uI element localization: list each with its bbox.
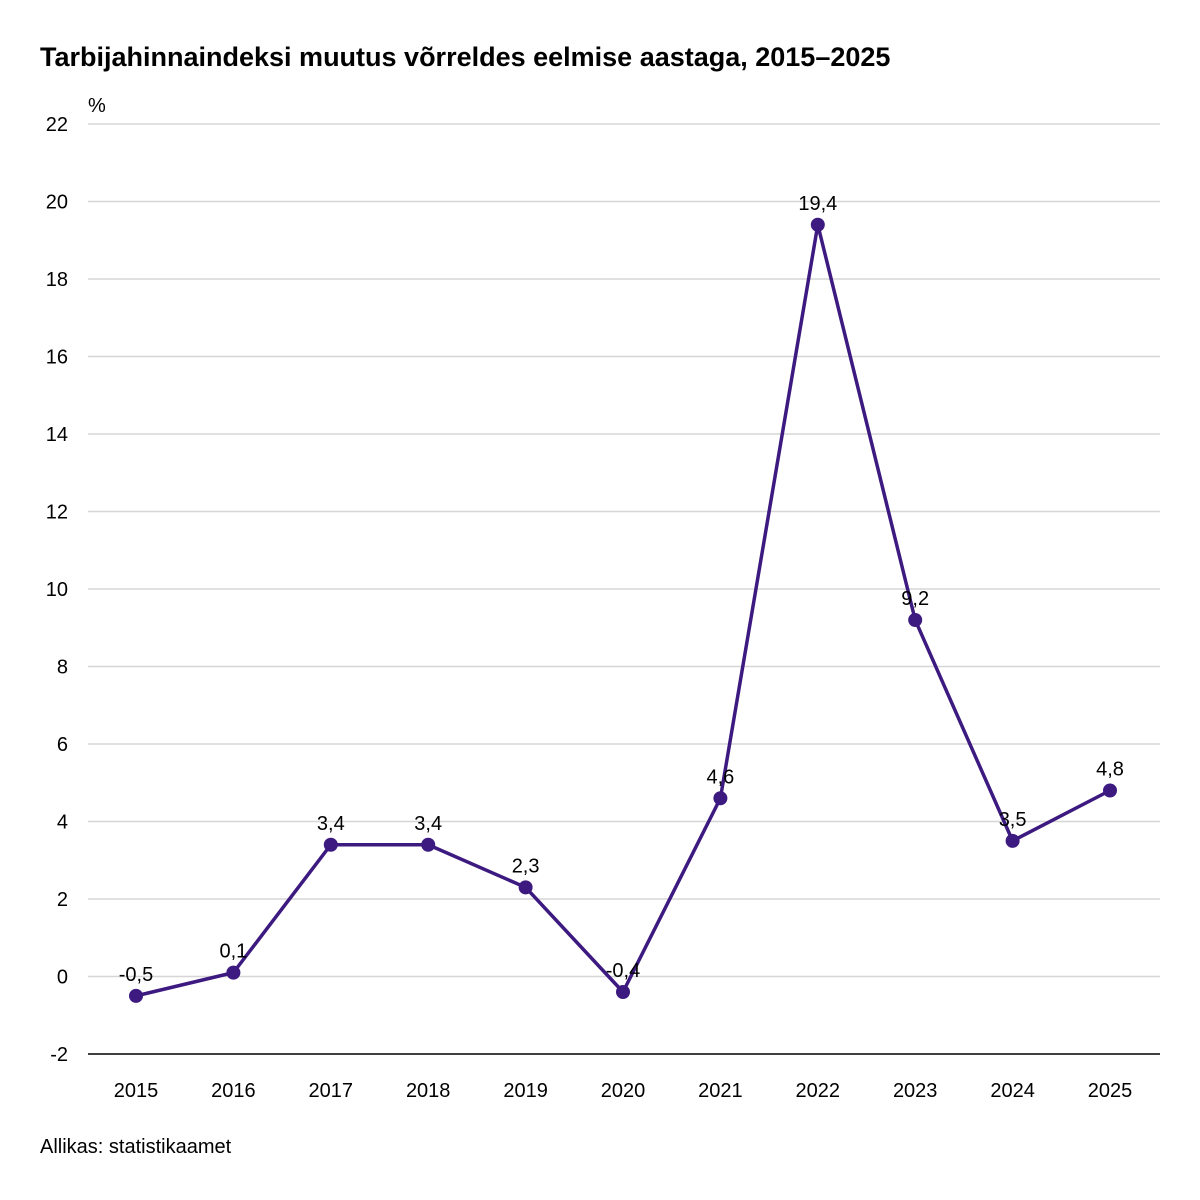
y-tick-label: 12	[46, 502, 68, 524]
data-point	[1103, 783, 1117, 798]
y-tick-label: 18	[46, 269, 68, 291]
data-label: 3,4	[414, 813, 442, 835]
x-tick-label: 2020	[601, 1080, 646, 1102]
series-line	[135, 223, 1111, 998]
data-point	[518, 880, 533, 895]
source-note: Allikas: statistikaamet	[40, 1136, 232, 1158]
data-label: -0,4	[606, 960, 640, 982]
data-point	[323, 837, 338, 852]
data-label: 2,3	[512, 855, 540, 877]
data-label: 19,4	[798, 193, 837, 215]
y-tick-label: 14	[46, 424, 68, 446]
x-tick-label: 2023	[893, 1080, 938, 1102]
data-label: 3,4	[317, 813, 345, 835]
y-axis-unit: %	[88, 95, 106, 117]
y-tick-label: 10	[46, 579, 68, 601]
x-tick-label: 2025	[1088, 1080, 1133, 1102]
data-point	[1005, 833, 1020, 848]
y-tick-label: 8	[57, 657, 68, 679]
data-point	[713, 791, 728, 806]
y-tick-label: -2	[50, 1044, 68, 1066]
x-tick-label: 2017	[309, 1080, 354, 1102]
data-point	[421, 837, 436, 852]
y-tick-label: 4	[57, 812, 68, 834]
y-tick-label: 22	[46, 114, 68, 136]
y-tick-label: 6	[57, 734, 68, 756]
data-point	[616, 985, 630, 999]
x-tick-label: 2015	[114, 1080, 159, 1102]
y-tick-label: 20	[46, 192, 68, 214]
y-tick-label: 0	[57, 967, 68, 989]
x-tick-label: 2021	[698, 1080, 743, 1102]
y-tick-label: 16	[46, 347, 68, 369]
data-label: 0,1	[219, 941, 247, 963]
data-label: -0,5	[119, 964, 153, 986]
data-label: 3,5	[999, 809, 1027, 831]
data-point	[810, 217, 825, 232]
x-tick-label: 2022	[796, 1080, 841, 1102]
data-point	[129, 988, 143, 1003]
x-tick-label: 2024	[990, 1080, 1035, 1102]
data-point	[908, 613, 923, 627]
chart-title: Tarbijahinnaindeksi muutus võrreldes eel…	[40, 42, 891, 72]
x-tick-label: 2019	[503, 1080, 548, 1102]
y-tick-label: 2	[57, 889, 68, 911]
data-label: 4,8	[1096, 759, 1124, 781]
x-tick-label: 2016	[211, 1080, 256, 1102]
data-label: 4,6	[706, 766, 734, 788]
x-tick-label: 2018	[406, 1080, 451, 1102]
data-label: 9,2	[901, 588, 929, 610]
data-point	[226, 965, 241, 980]
